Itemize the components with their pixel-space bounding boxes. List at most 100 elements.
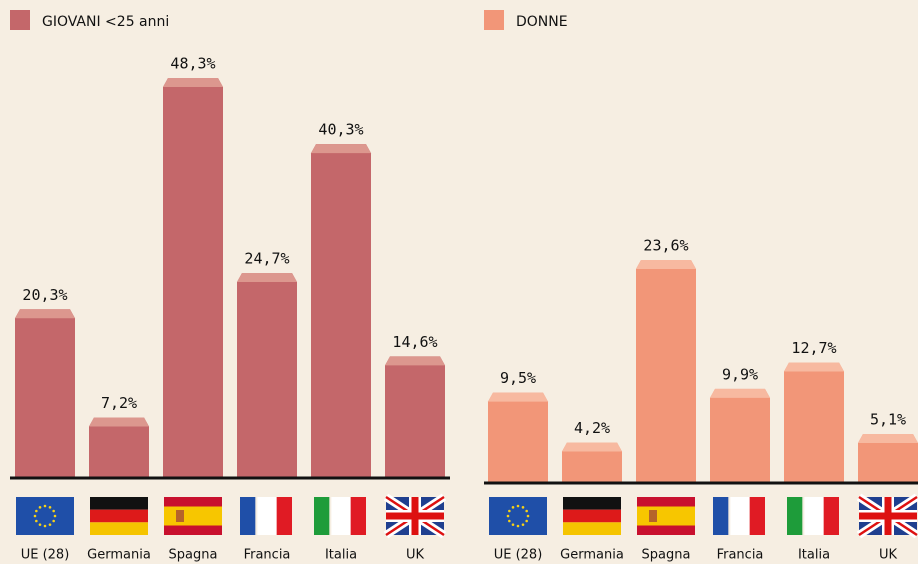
flag [164, 497, 222, 535]
flag-cross [859, 497, 917, 535]
flag-stripe [257, 497, 277, 535]
flag-star [526, 514, 530, 518]
flag-stripe [713, 497, 729, 535]
legend-swatch [484, 10, 504, 30]
flag-star [43, 504, 47, 508]
bar [163, 78, 223, 477]
flag-stripe [331, 497, 351, 535]
flag-stripe [563, 497, 621, 510]
legend-label: GIOVANI <25 anni [42, 14, 169, 30]
flag-stripe [563, 522, 621, 535]
flag [856, 493, 918, 539]
category-label: Spagna [642, 548, 691, 563]
legend-label: DONNE [516, 14, 568, 30]
flag-star [508, 519, 511, 523]
flag-star [38, 523, 42, 526]
bar [237, 272, 297, 477]
flag-emblem [649, 510, 657, 522]
flag-stripe [90, 497, 148, 510]
flag-star [508, 509, 511, 513]
flag-emblem [176, 510, 184, 522]
flag-stripe [563, 509, 621, 523]
flag-stripe [730, 497, 750, 535]
flag-star [52, 509, 55, 513]
flag [787, 497, 839, 535]
flag-star [511, 523, 515, 526]
flag-eu [489, 497, 547, 535]
bar [562, 442, 622, 482]
category-label: Francia [717, 548, 764, 563]
value-label: 23,6% [643, 237, 688, 255]
flag [713, 497, 765, 535]
flag-star [525, 519, 528, 523]
value-label: 12,7% [791, 339, 836, 357]
flag-star [48, 506, 52, 509]
flag-stripe [314, 497, 330, 535]
category-label: UK [406, 548, 425, 563]
bar-cap [636, 260, 696, 269]
flag-stripe [240, 497, 256, 535]
flag-star [35, 519, 38, 523]
flag [383, 493, 447, 539]
bar-cap [237, 272, 297, 282]
value-label: 9,5% [500, 369, 536, 387]
bar-cap [89, 417, 149, 427]
flag-stripe [787, 497, 803, 535]
flag-star [43, 524, 47, 528]
flag-stripe [350, 497, 366, 535]
value-label: 24,7% [244, 249, 289, 267]
flag [563, 497, 621, 535]
value-label: 9,9% [722, 365, 758, 383]
flag-stripe [90, 509, 148, 523]
flag [90, 497, 148, 535]
value-label: 20,3% [22, 286, 67, 304]
category-label: Italia [325, 548, 357, 563]
value-label: 48,3% [170, 55, 215, 73]
category-label: Francia [244, 548, 291, 563]
flag-cross [386, 497, 444, 535]
bar [710, 388, 770, 482]
bar-cap [488, 392, 548, 402]
category-label: Spagna [169, 548, 218, 563]
category-label: UE (28) [21, 548, 70, 563]
bar-cap [311, 144, 371, 154]
bar [385, 356, 445, 477]
flag-stripe [276, 497, 292, 535]
flag-eu [16, 497, 74, 535]
flag-stripe [823, 497, 839, 535]
value-label: 5,1% [870, 411, 906, 429]
category-label: UE (28) [494, 548, 543, 563]
flag-star [511, 506, 515, 509]
flag-star [525, 509, 528, 513]
bar-cap [15, 309, 75, 319]
value-label: 4,2% [574, 419, 610, 437]
bar [488, 392, 548, 482]
flag-star [52, 519, 55, 523]
flag [240, 497, 292, 535]
flag-stripe [164, 506, 222, 526]
flag-star [48, 523, 52, 526]
legend-swatch [10, 10, 30, 30]
bar-cap [858, 434, 918, 444]
flag-star [35, 509, 38, 513]
bar [636, 260, 696, 482]
flag [16, 497, 74, 535]
bar-cap [784, 362, 844, 372]
bar [311, 144, 371, 477]
bar-cap [163, 78, 223, 87]
bar [858, 434, 918, 482]
bar-cap [562, 442, 622, 452]
flag-star [38, 506, 42, 509]
flag [314, 497, 366, 535]
category-label: UK [879, 548, 898, 563]
flag-stripe [749, 497, 765, 535]
value-label: 40,3% [318, 121, 363, 139]
bar [89, 417, 149, 477]
flag-star [516, 504, 520, 508]
flag-star [506, 514, 510, 518]
flag-star [53, 514, 57, 518]
flag [637, 497, 695, 535]
flag-stripe [804, 497, 824, 535]
flag-star [521, 523, 525, 526]
